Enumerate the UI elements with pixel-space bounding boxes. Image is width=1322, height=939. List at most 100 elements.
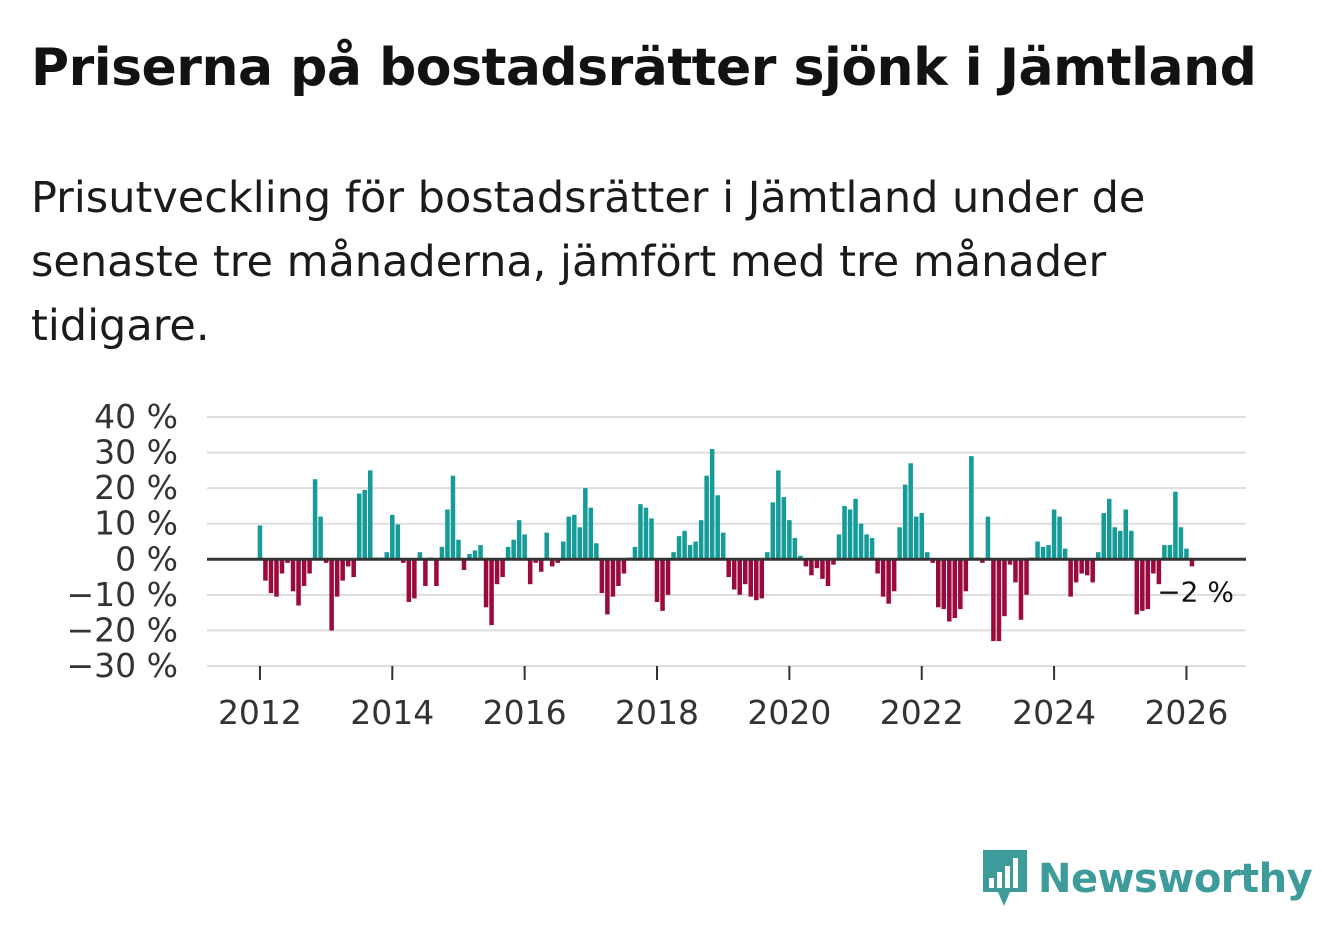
bar bbox=[599, 559, 605, 594]
bar bbox=[985, 516, 991, 560]
bar bbox=[919, 513, 924, 560]
bar bbox=[395, 524, 401, 560]
bar bbox=[770, 502, 776, 560]
bar bbox=[754, 559, 759, 601]
bar bbox=[963, 559, 969, 592]
bar bbox=[1106, 498, 1112, 560]
x-tick-label: 2018 bbox=[615, 693, 699, 732]
bar bbox=[390, 514, 395, 560]
bar bbox=[1123, 509, 1129, 560]
x-tick-label: 2020 bbox=[747, 693, 831, 732]
bar bbox=[1079, 559, 1084, 574]
bar bbox=[1112, 527, 1118, 560]
x-tick-label: 2024 bbox=[1012, 693, 1096, 732]
bar bbox=[1084, 559, 1090, 576]
bar bbox=[1156, 559, 1162, 585]
bar bbox=[274, 559, 279, 597]
bar bbox=[401, 559, 406, 563]
bar bbox=[434, 559, 439, 586]
bar bbox=[687, 545, 693, 560]
bar bbox=[478, 545, 483, 560]
bar bbox=[312, 479, 318, 560]
bar bbox=[538, 559, 544, 572]
bar bbox=[665, 559, 671, 595]
bar bbox=[682, 530, 687, 560]
bar bbox=[301, 559, 307, 586]
bar bbox=[1035, 541, 1040, 560]
bar bbox=[698, 520, 704, 560]
x-tick-label: 2014 bbox=[350, 693, 434, 732]
bar bbox=[345, 559, 351, 567]
bar bbox=[765, 552, 770, 560]
bar bbox=[1018, 559, 1024, 620]
bar bbox=[643, 507, 649, 560]
bar bbox=[362, 489, 367, 560]
bar bbox=[930, 559, 936, 563]
bar bbox=[334, 559, 340, 597]
bar bbox=[969, 456, 974, 560]
bar bbox=[367, 470, 373, 560]
bar bbox=[913, 516, 919, 560]
bar bbox=[820, 559, 825, 579]
bar bbox=[980, 559, 985, 563]
bar bbox=[450, 475, 456, 560]
bar bbox=[1013, 559, 1018, 583]
bar bbox=[1178, 527, 1184, 560]
bar bbox=[1134, 559, 1140, 615]
bar bbox=[798, 555, 803, 560]
bar bbox=[406, 559, 412, 602]
bar bbox=[831, 559, 836, 565]
bar bbox=[1167, 545, 1173, 560]
bar bbox=[323, 559, 329, 563]
bar bbox=[356, 493, 362, 560]
bar bbox=[886, 559, 891, 604]
bar bbox=[1189, 559, 1195, 567]
bar bbox=[555, 559, 560, 563]
bar bbox=[461, 559, 467, 570]
bar bbox=[1145, 559, 1151, 610]
bar bbox=[649, 518, 654, 560]
bar bbox=[544, 532, 549, 560]
bar bbox=[1046, 545, 1051, 560]
bar bbox=[594, 543, 599, 560]
bar bbox=[869, 537, 875, 560]
bar bbox=[936, 559, 941, 608]
bar bbox=[257, 525, 263, 560]
bar bbox=[583, 488, 588, 560]
bar bbox=[318, 516, 323, 560]
bar bbox=[1129, 530, 1134, 560]
bar bbox=[1068, 559, 1073, 597]
bar bbox=[494, 559, 500, 585]
bar bbox=[1140, 559, 1145, 611]
bar bbox=[748, 559, 754, 597]
bar bbox=[715, 495, 720, 560]
bar bbox=[522, 534, 527, 560]
bar bbox=[671, 552, 676, 560]
bar bbox=[814, 559, 820, 569]
bar bbox=[561, 541, 566, 560]
bar bbox=[1040, 546, 1046, 560]
bar bbox=[329, 559, 334, 631]
bar bbox=[533, 559, 538, 563]
bar bbox=[875, 559, 880, 574]
y-tick-label: −10 % bbox=[67, 575, 179, 614]
bar bbox=[566, 516, 572, 560]
bar bbox=[742, 559, 748, 585]
bar bbox=[527, 559, 533, 585]
y-tick-label: 20 % bbox=[94, 468, 178, 507]
bar bbox=[296, 559, 301, 606]
bar bbox=[351, 559, 356, 578]
bar bbox=[847, 509, 853, 560]
bar bbox=[610, 559, 616, 597]
bar bbox=[704, 475, 709, 560]
x-tick-label: 2016 bbox=[483, 693, 567, 732]
bar bbox=[384, 552, 390, 560]
bar bbox=[1101, 513, 1106, 560]
bar bbox=[516, 520, 522, 560]
bar bbox=[726, 559, 731, 578]
bar bbox=[505, 546, 511, 560]
bar bbox=[549, 559, 555, 567]
bar bbox=[577, 527, 583, 560]
bar bbox=[1162, 545, 1167, 560]
